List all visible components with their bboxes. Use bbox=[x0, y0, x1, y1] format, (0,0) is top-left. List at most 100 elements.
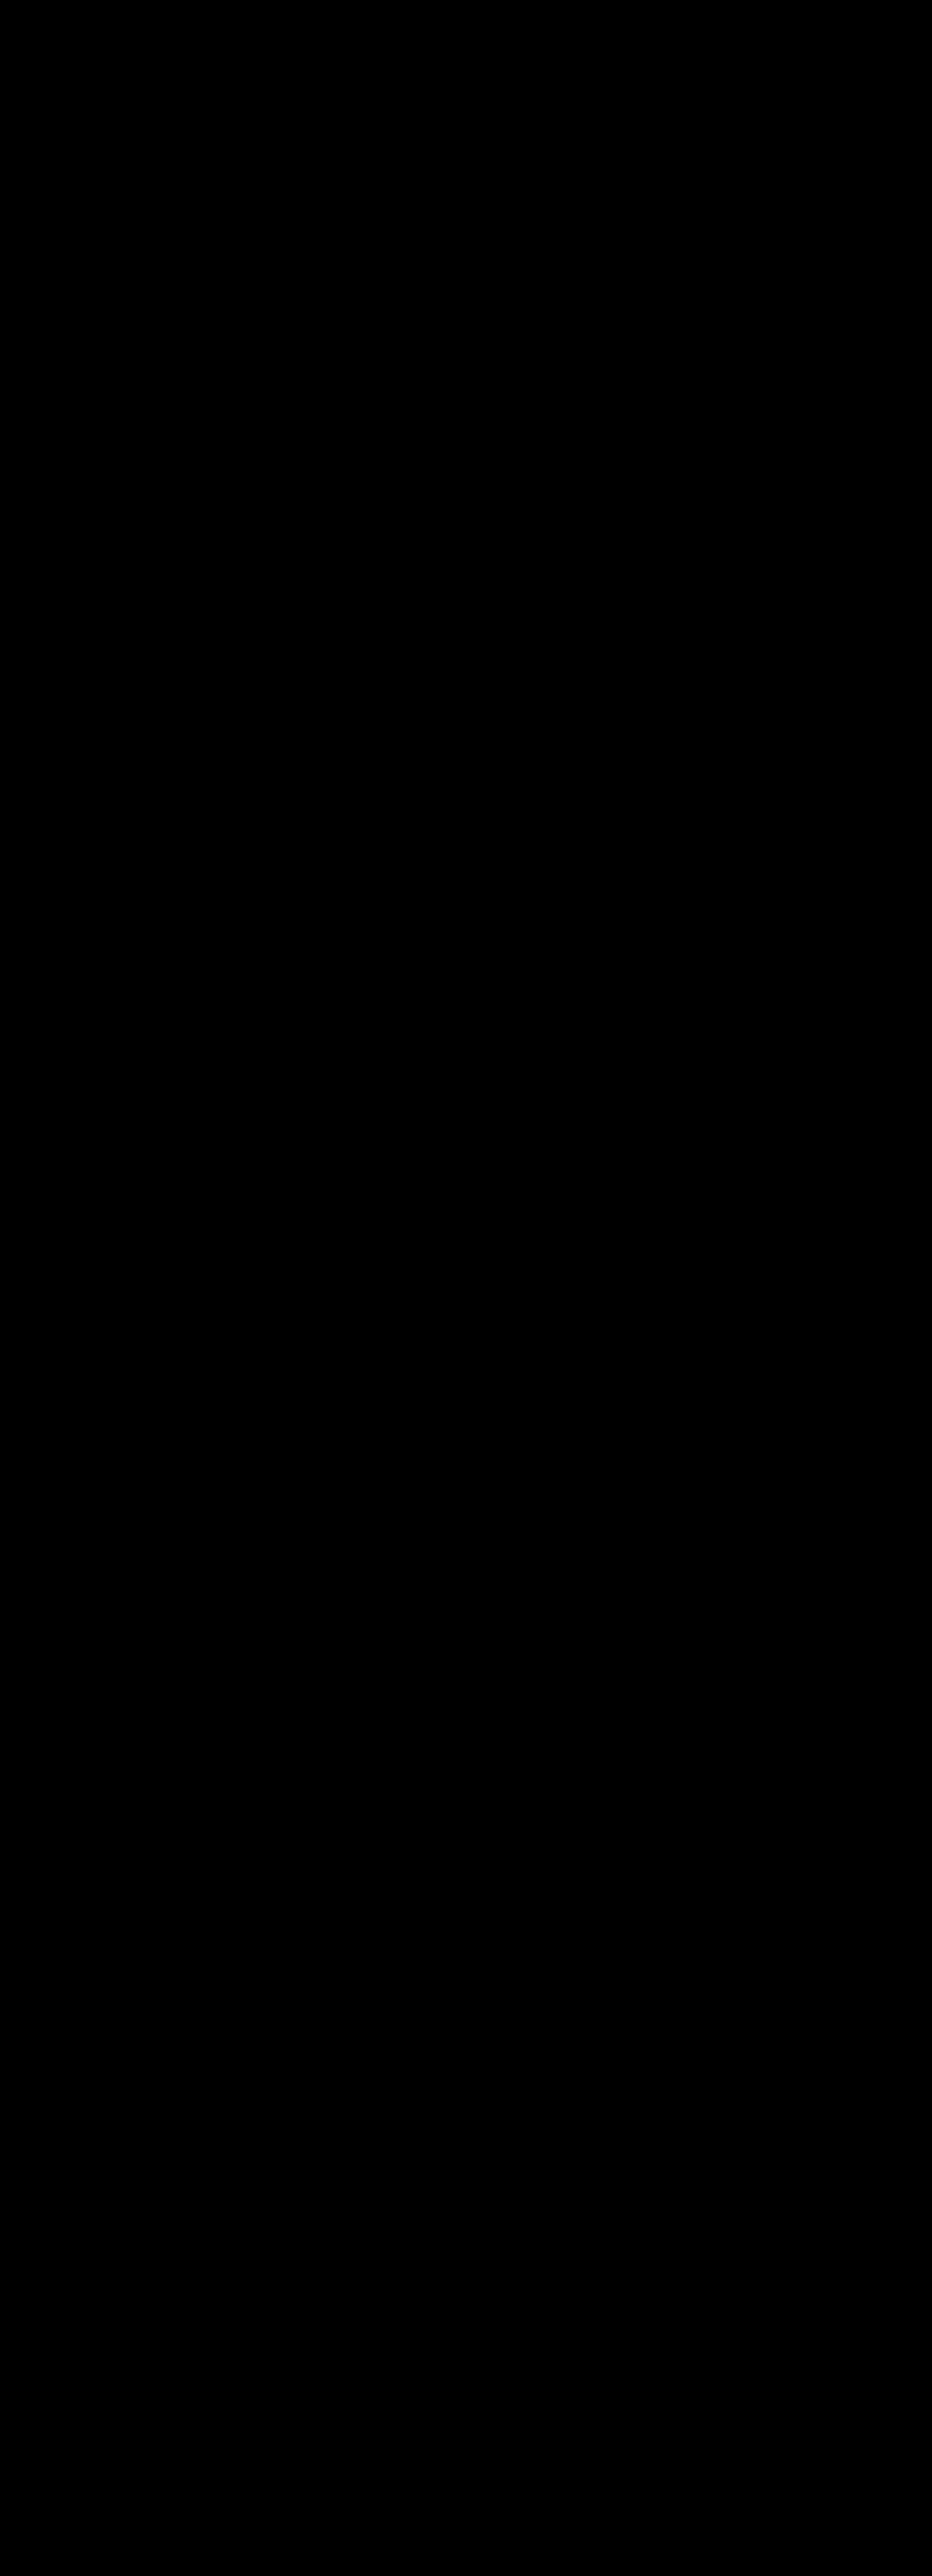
table-row-desc: Ammonia was (instantaneously) removed fr… bbox=[75, 1989, 522, 2008]
bullet-icon bbox=[72, 530, 82, 541]
list-item: axes bbox=[72, 474, 133, 492]
table-row-desc: equilibrium/with the rate of the forward… bbox=[75, 2013, 586, 2032]
table-row-mark: 1 bbox=[865, 2167, 875, 2186]
table-total-value: 2 bbox=[869, 278, 880, 297]
part-c-question-line2: collision theory to explain the shapes o… bbox=[72, 1939, 573, 1957]
enthalpy-label-line1: change in bbox=[637, 874, 708, 893]
table-row-desc: Labelling x-axis and y-axes, including u… bbox=[9, 1230, 392, 1249]
part-b-marks: (4 marks) bbox=[861, 550, 931, 569]
table-row-desc: Peak goes up to 600 kJ and the activatio… bbox=[9, 1255, 480, 1274]
y-tick-label: 400 bbox=[82, 797, 110, 816]
table-row-mark: 1 bbox=[869, 226, 880, 244]
table-row-mark: 1 bbox=[794, 1279, 805, 1298]
k-denominator-1: [N₂][H₂]³ bbox=[114, 345, 158, 358]
part-d-question-line1: The temperature of the reaction system w… bbox=[72, 2315, 683, 2334]
table-row-mark: 1 bbox=[794, 1230, 805, 1249]
table-total-value: 5 bbox=[865, 2252, 875, 2271]
part-c-label: (c) bbox=[0, 1915, 19, 1933]
k-denominator-2: p(N₂)p(H₂)³ bbox=[251, 345, 311, 358]
table-row-desc: Products are labelled bbox=[9, 1305, 164, 1323]
table-header-marks: Marks bbox=[839, 200, 883, 219]
table-row-desc: (The reduced concentration of ammonia mo… bbox=[75, 2060, 578, 2078]
table-header-description: Description bbox=[377, 1965, 460, 1984]
table-row-mark: 1 bbox=[865, 2013, 875, 2032]
bullet-icon bbox=[72, 555, 82, 566]
part-a-label: (a) bbox=[0, 151, 20, 170]
products-label-line2: 2 NH₃(g) bbox=[611, 1072, 675, 1091]
table-row-mark: 1 bbox=[865, 2217, 875, 2235]
y-axis-label: Concentration bbox=[36, 1593, 55, 1696]
table-total-value: 4 bbox=[794, 1330, 805, 1349]
bullet-icon bbox=[72, 479, 82, 490]
table-row-desc: Stoichiometric ratios correct. bbox=[79, 2462, 287, 2480]
table-row-desc: Which results in an increase in concentr… bbox=[75, 2155, 610, 2174]
y-tick-label: 300 bbox=[82, 881, 110, 900]
k-numerator-2: p(NH₃)² bbox=[286, 320, 327, 333]
table-total-label: Total bbox=[755, 278, 790, 297]
question-total-marks: (14 marks) bbox=[848, 0, 931, 16]
part-b-question: Use the following axes to sketch an ener… bbox=[72, 424, 665, 443]
concentration-intro-line1: Some hydrogen, nitrogen and ammonia were… bbox=[0, 1351, 626, 1370]
list-item: products bbox=[72, 499, 161, 518]
reaction-equation: N₂(g) + 3 H₂(g) ⇌ 2 NH₃(g) + 92 kJ bbox=[339, 100, 593, 119]
x-axis-label: Time bbox=[700, 1865, 735, 1883]
activation-label-pointer bbox=[437, 765, 554, 850]
list-item: change in enthalpy. bbox=[72, 550, 240, 569]
table-total-label: Total bbox=[750, 2252, 786, 2271]
part-c-question-line1: A change was made to the reaction system… bbox=[72, 1915, 669, 1933]
table-row-mark: 1 bbox=[794, 1255, 805, 1274]
products-label-line1: Products bbox=[611, 1050, 676, 1069]
table-row-desc: All three reaching equilibrium at the sa… bbox=[79, 2487, 422, 2506]
part-c-marks: (5 marks) bbox=[861, 1939, 931, 1957]
table-header-marks: Marks bbox=[833, 1965, 877, 1984]
part-d-label: (d) bbox=[0, 2315, 20, 2334]
table-row-desc: Curved lines showing direction of change… bbox=[79, 2436, 531, 2455]
x-axis-label: Progress of reaction bbox=[360, 1151, 507, 1170]
table-row-desc: reverse reaction). bbox=[75, 2037, 203, 2056]
table-total-label: Total bbox=[752, 2517, 787, 2536]
table-row-desc: in the concentrations of hydrogen and ni… bbox=[75, 2179, 419, 2198]
question-number: Question 32 bbox=[0, 0, 94, 16]
part-b-label-the: Label the: bbox=[72, 448, 144, 467]
part-a-marks: (2 marks) bbox=[861, 151, 931, 170]
table-row-desc: The rate of the forward reaction is now … bbox=[75, 2131, 597, 2150]
y-tick-label: 600 bbox=[82, 630, 110, 649]
hydrogen-line bbox=[75, 1540, 919, 1673]
part-d-question-line2: how this affected the concentrations of … bbox=[72, 2339, 704, 2358]
activation-energy-label: activation energy (Eₐ) bbox=[519, 706, 676, 725]
table-row-mark: 1 bbox=[865, 2084, 875, 2102]
energy-curve bbox=[312, 638, 706, 1043]
part-d-question-line3: returned to equilibrium. bbox=[72, 2363, 241, 2382]
y-ticks bbox=[127, 639, 153, 1060]
table-row-desc: This continues until the rates of forwar… bbox=[75, 2205, 602, 2223]
table-header-description: Description bbox=[381, 2412, 464, 2431]
table-row-desc: The change in enthalpy is labelled and i… bbox=[9, 1279, 525, 1298]
table-row-mark: 1 bbox=[794, 1305, 805, 1323]
list-item: activation energy bbox=[72, 525, 223, 543]
k-numerator-1: [NH₃]² bbox=[114, 320, 146, 333]
y-tick-label: 200 bbox=[82, 966, 110, 985]
intro-text: Ammonia is manufactured industrially by … bbox=[0, 49, 646, 68]
enthalpy-label-line2: enthalpy (ΔH) bbox=[623, 897, 723, 915]
table-row-desc: Inclusion of correct indices bbox=[82, 251, 277, 270]
ammonia-label: ammonia bbox=[146, 1696, 215, 1715]
ammonia-line bbox=[75, 1718, 919, 1803]
table-row-mark: 1 bbox=[866, 2436, 877, 2455]
table-row-mark: 1 bbox=[865, 2131, 875, 2150]
table-header-marks: Marks bbox=[836, 2412, 880, 2431]
table-row-mark: 1 bbox=[869, 251, 880, 270]
time-marker-x: X bbox=[310, 1865, 321, 1883]
y-axis-label: Enthalpy (kJ) bbox=[21, 841, 40, 937]
table-total-value: 3 bbox=[866, 2517, 877, 2536]
bullet-icon bbox=[72, 504, 82, 516]
part-b-label: (b) bbox=[0, 424, 20, 443]
table-row-desc: frequency of collisions between ammonia … bbox=[75, 2084, 567, 2102]
part-a-question: Write the equilibrium constant expressio… bbox=[72, 151, 494, 170]
table-row-mark: 1 bbox=[866, 2487, 877, 2506]
y-tick-label: 500 bbox=[82, 714, 110, 732]
table-row-desc: Products over reactants with appropriate… bbox=[82, 226, 445, 244]
k-symbol: K= bbox=[81, 333, 98, 348]
table-row-mark: 1 bbox=[866, 2462, 877, 2480]
y-tick-label: 100 bbox=[82, 1050, 110, 1069]
concentration-intro-line2: concentrations were monitored for a peri… bbox=[0, 1375, 610, 1394]
